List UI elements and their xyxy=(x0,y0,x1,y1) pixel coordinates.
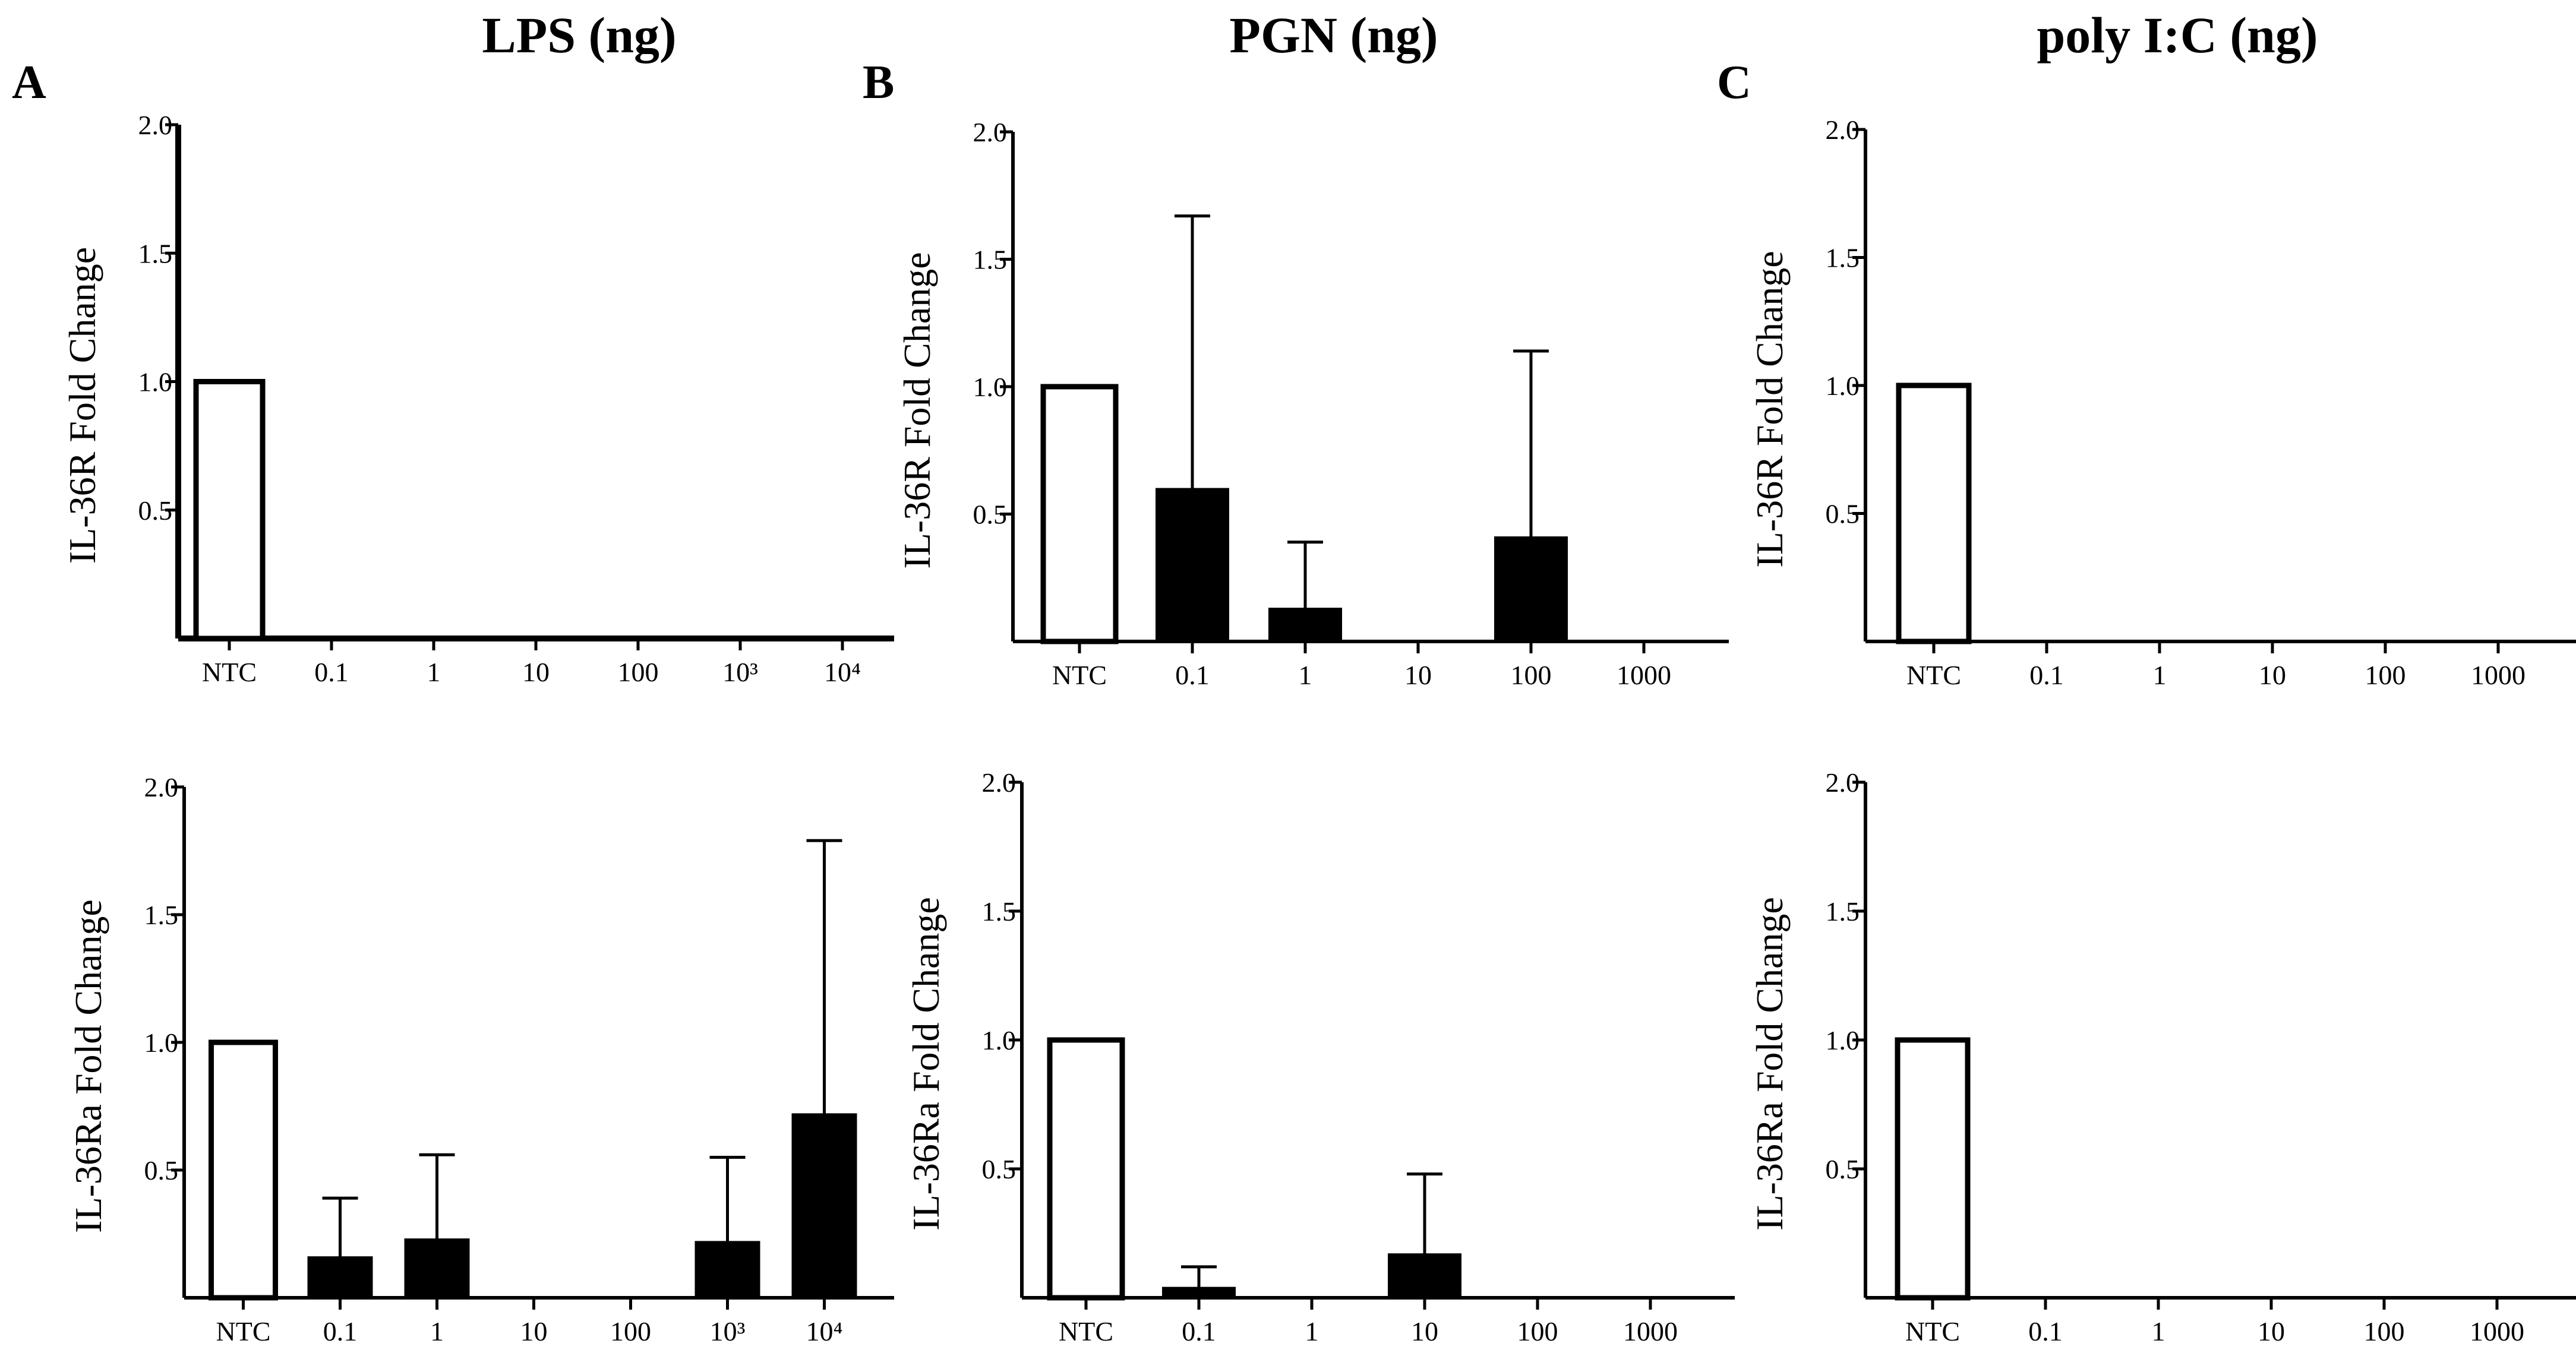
y-tick-label: 0.5 xyxy=(138,495,173,526)
bar-100 xyxy=(1494,536,1568,642)
x-tick-label: NTC xyxy=(202,657,257,687)
x-tick-label: 1000 xyxy=(2470,1316,2524,1346)
x-tick-label: 0.1 xyxy=(1182,1316,1216,1346)
x-tick-label: 10 xyxy=(2259,660,2286,690)
y-tick-label: 0.5 xyxy=(973,500,1008,530)
x-tick-label: 100 xyxy=(1511,660,1552,690)
y-axis-title: IL-36Ra Fold Change xyxy=(905,897,947,1231)
x-tick-label: 1000 xyxy=(2471,660,2526,690)
chart-polyic-il36ra: 0.5 1.0 1.5 2.0 IL-36Ra Fold Change NTC 0.1 1 10… xyxy=(1748,767,2576,1346)
x-tick-label: NTC xyxy=(216,1316,271,1346)
bar-10³ xyxy=(694,1241,760,1298)
x-tick-label: 100 xyxy=(618,657,659,687)
y-tick-label: 2.0 xyxy=(973,117,1008,147)
panel-letter-b: B xyxy=(863,56,894,109)
column-title-pgn: PGN (ng) xyxy=(1229,7,1438,64)
x-tick-label: 10³ xyxy=(722,657,758,687)
x-tick-label: 10 xyxy=(1411,1316,1438,1346)
x-tick-label: 1 xyxy=(430,1316,444,1346)
y-tick-label: 1.0 xyxy=(144,1028,179,1058)
x-tick-label: 0.1 xyxy=(314,657,349,687)
y-tick-label: 2.0 xyxy=(144,772,179,802)
y-tick-label: 1.0 xyxy=(1826,371,1860,401)
bar-1 xyxy=(404,1238,470,1299)
x-tick-label: 10 xyxy=(520,1316,548,1346)
bar-NTC xyxy=(1896,382,1972,644)
y-tick-label: 2.0 xyxy=(138,110,173,140)
x-tick-label: 0.1 xyxy=(2029,660,2064,690)
column-title-lps: LPS (ng) xyxy=(482,7,676,64)
x-tick-label: 0.1 xyxy=(2028,1316,2063,1346)
panel-letter-a: A xyxy=(12,56,46,109)
y-tick-label: 0.5 xyxy=(1826,1154,1860,1184)
chart-polyic-il36r: 0.5 1.0 1.5 2.0 IL-36R Fold Change NTC 0.1 1 10 1… xyxy=(1748,115,2576,690)
x-tick-label: 100 xyxy=(610,1316,651,1346)
bar-1 xyxy=(1268,608,1342,642)
x-tick-label: 10 xyxy=(1404,660,1432,690)
chart-lps-il36r: 0.5 1.0 1.5 2.0 IL-36R Fold Change NTC 0.1 1 10 1… xyxy=(61,110,894,687)
y-axis-title: IL-36R Fold Change xyxy=(896,252,938,568)
y-tick-label: 2.0 xyxy=(982,767,1016,798)
x-tick-label: 100 xyxy=(2364,1316,2405,1346)
bar-NTC xyxy=(1040,384,1119,644)
x-tick-label: 10³ xyxy=(710,1316,746,1346)
x-tick-label: 100 xyxy=(1517,1316,1558,1346)
y-tick-label: 0.5 xyxy=(982,1154,1016,1184)
bar-0.1 xyxy=(1156,488,1229,642)
x-tick-label: 1000 xyxy=(1617,660,1671,690)
x-tick-label: 100 xyxy=(2365,660,2406,690)
column-title-polyic: poly I:C (ng) xyxy=(2037,7,2318,64)
x-tick-label: 10⁴ xyxy=(824,657,861,687)
x-tick-label: 1 xyxy=(1299,660,1312,690)
y-tick-label: 1.5 xyxy=(138,238,173,268)
y-tick-label: 1.5 xyxy=(1826,896,1860,927)
y-tick-label: 1.0 xyxy=(138,367,173,397)
x-tick-label: 1 xyxy=(2153,660,2167,690)
x-tick-label: 10 xyxy=(2258,1316,2285,1346)
bar-NTC xyxy=(1895,1037,1971,1301)
y-tick-label: 2.0 xyxy=(1826,115,1860,145)
x-tick-label: 1 xyxy=(427,657,441,687)
x-tick-label: 1000 xyxy=(1623,1316,1678,1346)
bar-10 xyxy=(1388,1253,1461,1298)
y-axis-title: IL-36Ra Fold Change xyxy=(1748,897,1791,1231)
x-tick-label: 0.1 xyxy=(1175,660,1210,690)
x-tick-label: NTC xyxy=(1906,660,1961,690)
panel-letter-c: C xyxy=(1717,56,1751,109)
y-axis-title: IL-36Ra Fold Change xyxy=(67,899,109,1233)
bar-10⁴ xyxy=(791,1113,857,1299)
x-tick-label: NTC xyxy=(1905,1316,1960,1346)
x-tick-label: 10 xyxy=(522,657,550,687)
y-tick-label: 1.5 xyxy=(973,245,1008,275)
y-axis-title: IL-36R Fold Change xyxy=(61,247,103,564)
y-axis-title: IL-36R Fold Change xyxy=(1748,251,1791,567)
y-tick-label: 1.0 xyxy=(1826,1025,1860,1055)
x-tick-label: 10⁴ xyxy=(806,1316,842,1346)
y-tick-label: 1.5 xyxy=(144,900,179,930)
x-tick-label: 1 xyxy=(2152,1316,2165,1346)
chart-lps-il36ra: 0.5 1.0 1.5 2.0 IL-36Ra Fold Change NTC 0.1 1 10… xyxy=(67,772,894,1346)
y-tick-label: 1.0 xyxy=(982,1025,1016,1055)
x-tick-label: NTC xyxy=(1052,660,1107,690)
bar-NTC xyxy=(209,1039,278,1301)
y-tick-label: 1.5 xyxy=(1826,243,1860,273)
bar-NTC xyxy=(1047,1037,1125,1301)
y-tick-label: 2.0 xyxy=(1826,767,1860,798)
bar-NTC xyxy=(193,379,266,641)
bar-0.1 xyxy=(1162,1286,1236,1298)
y-tick-label: 0.5 xyxy=(144,1155,179,1186)
x-tick-label: 1 xyxy=(1305,1316,1319,1346)
bar-0.1 xyxy=(307,1256,373,1298)
y-tick-label: 1.5 xyxy=(982,896,1016,927)
x-tick-label: NTC xyxy=(1059,1316,1113,1346)
x-tick-label: 0.1 xyxy=(323,1316,358,1346)
chart-pgn-il36r: 0.5 1.0 1.5 2.0 IL-36R Fold Change NTC 0.1 1 10 1… xyxy=(896,117,1729,690)
y-tick-label: 0.5 xyxy=(1826,499,1860,529)
y-tick-label: 1.0 xyxy=(973,372,1008,402)
chart-pgn-il36ra: 0.5 1.0 1.5 2.0 IL-36Ra Fold Change NTC 0.1 1 10… xyxy=(905,767,1735,1346)
